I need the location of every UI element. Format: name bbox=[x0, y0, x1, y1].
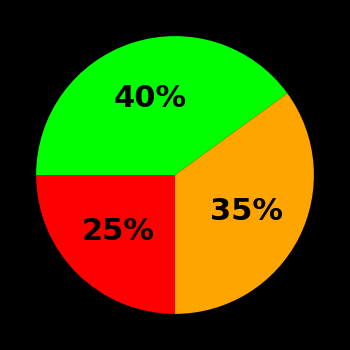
Text: 25%: 25% bbox=[82, 217, 155, 246]
Wedge shape bbox=[36, 175, 175, 314]
Wedge shape bbox=[175, 93, 314, 314]
Text: 35%: 35% bbox=[210, 197, 283, 226]
Text: 40%: 40% bbox=[113, 84, 187, 113]
Wedge shape bbox=[36, 36, 287, 175]
